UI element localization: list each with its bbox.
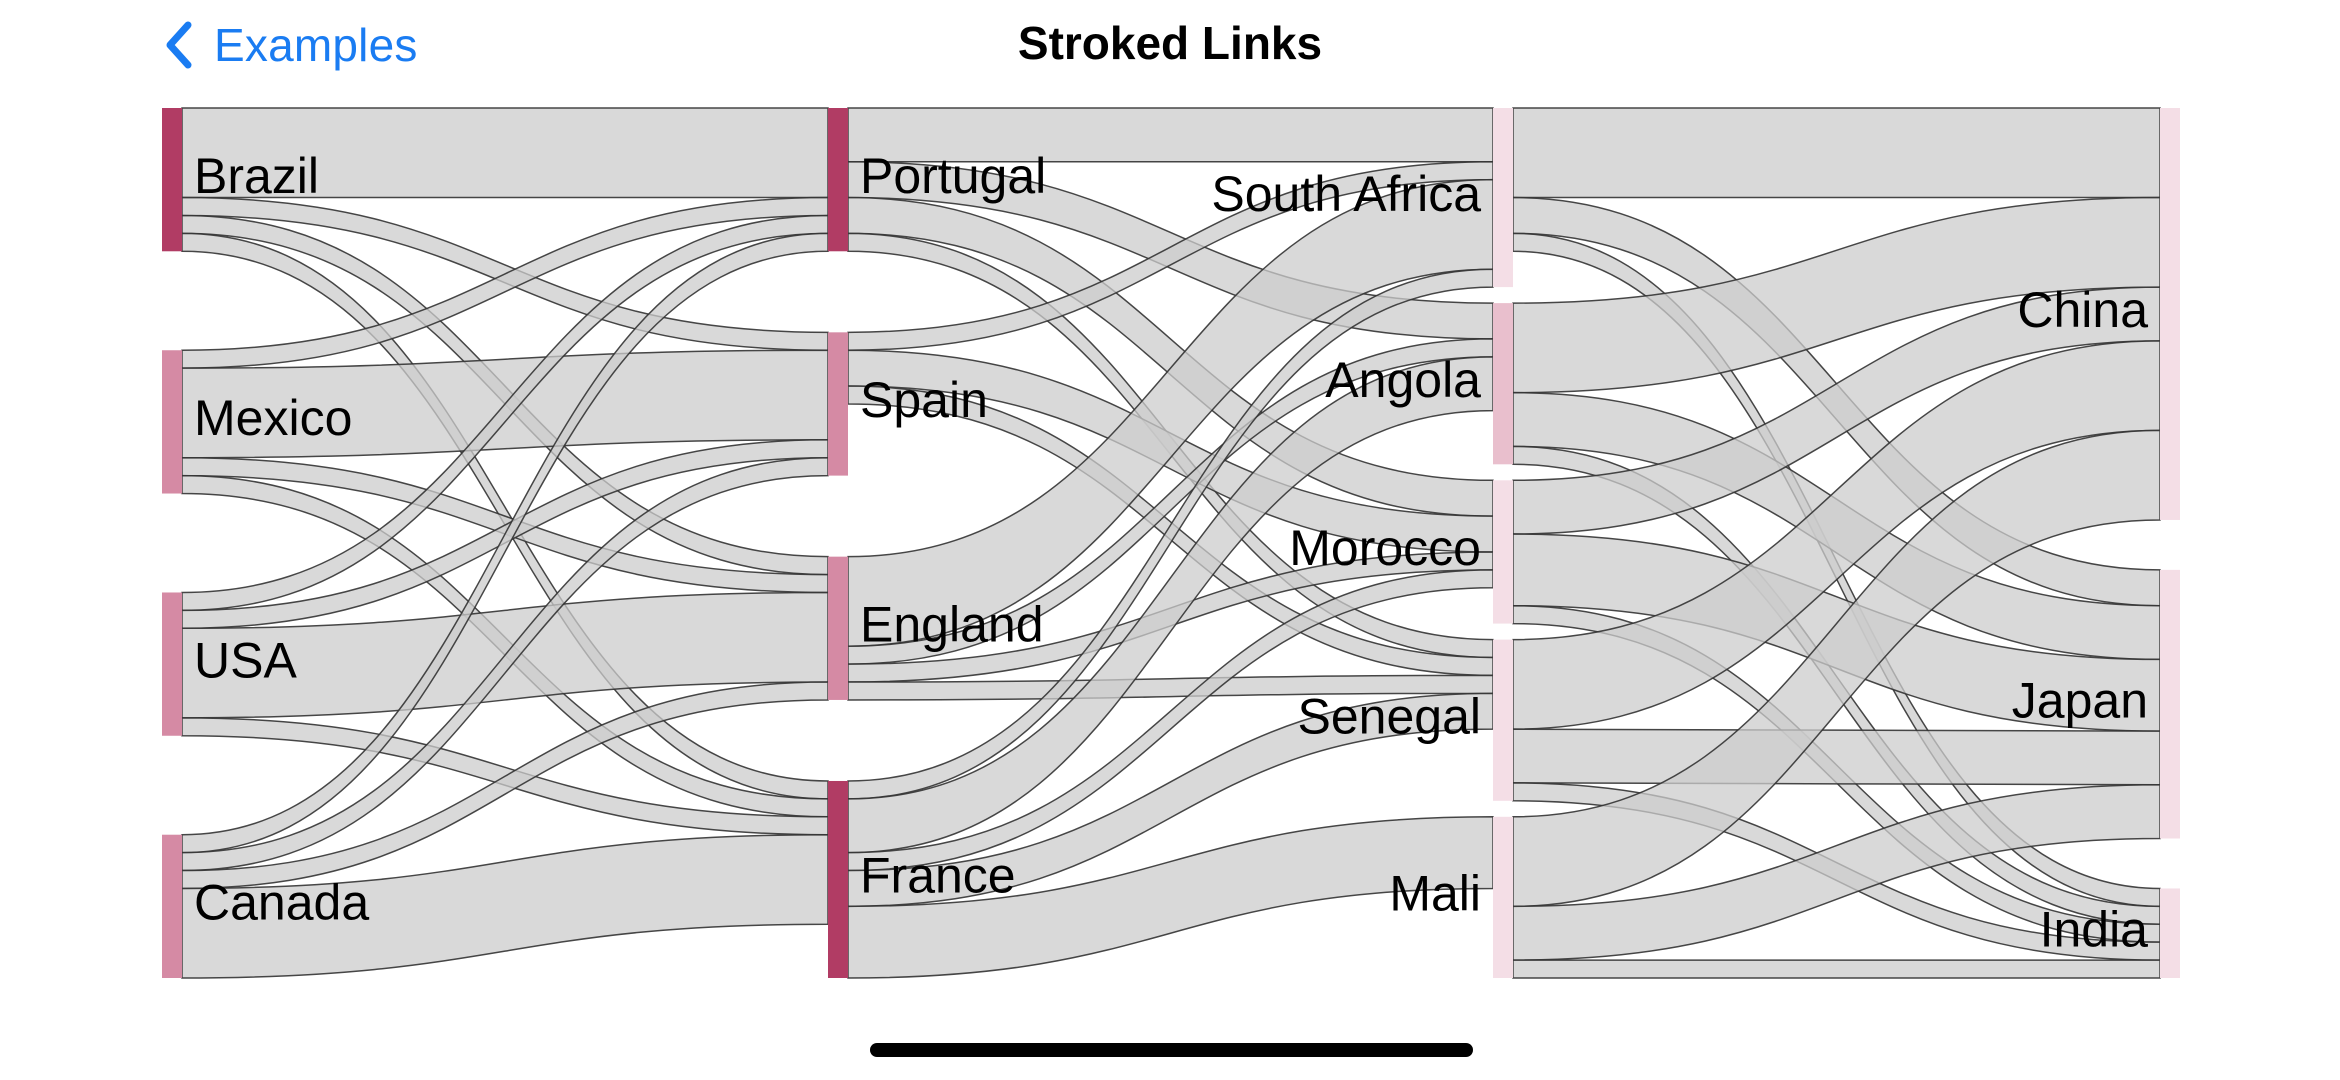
- sankey-link-mali-to-india: [1512, 959, 2161, 979]
- sankey-node-mexico: [162, 350, 182, 494]
- back-button-label: Examples: [214, 19, 418, 71]
- sankey-label-spain: Spain: [860, 372, 988, 428]
- sankey-label-brazil: Brazil: [194, 148, 319, 204]
- sankey-label-angola: Angola: [1325, 352, 1481, 408]
- sankey-node-china: [2160, 108, 2180, 520]
- sankey-node-south-africa: [1493, 108, 1513, 288]
- sankey-label-india: India: [2040, 901, 2149, 957]
- sankey-node-morocco: [1493, 480, 1513, 624]
- sankey-label-mexico: Mexico: [194, 390, 352, 446]
- sankey-link-senegal-to-japan: [1512, 728, 2161, 786]
- sankey-labels: Brazil Mexico USA Canada Portugal Spain Englan…: [194, 148, 2148, 958]
- sankey-label-china: China: [2017, 282, 2148, 338]
- sankey-node-spain: [828, 332, 848, 476]
- sankey-label-england: England: [860, 596, 1044, 652]
- sankey-node-india: [2160, 888, 2180, 978]
- sankey-label-canada: Canada: [194, 875, 369, 931]
- sankey-nodes: [162, 108, 2180, 978]
- sankey-node-france: [828, 780, 848, 978]
- sankey-node-portugal: [828, 108, 848, 252]
- home-indicator: [870, 1043, 1473, 1057]
- sankey-node-canada: [162, 834, 182, 978]
- sankey-link-canada-to-england: [181, 681, 829, 890]
- sankey-node-mali: [1493, 816, 1513, 978]
- sankey-links: [181, 107, 2161, 979]
- navigation-bar: Examples Stroked Links: [0, 0, 2340, 96]
- sankey-label-portugal: Portugal: [860, 148, 1046, 204]
- sankey-node-japan: [2160, 569, 2180, 839]
- sankey-link-south-africa-to-china: [1512, 107, 2161, 199]
- sankey-link-canada-to-spain: [181, 456, 829, 872]
- sankey-node-usa: [162, 592, 182, 736]
- sankey-node-angola: [1493, 303, 1513, 465]
- sankey-node-england: [828, 556, 848, 700]
- sankey-label-france: France: [860, 848, 1016, 904]
- sankey-label-south-africa: South Africa: [1211, 166, 1481, 222]
- sankey-node-brazil: [162, 108, 182, 252]
- back-button[interactable]: Examples: [162, 14, 418, 76]
- page-title: Stroked Links: [1017, 17, 1323, 69]
- sankey-link-mali-to-china: [1512, 429, 2161, 908]
- sankey-label-japan: Japan: [2012, 672, 2148, 728]
- sankey-link-canada-to-portugal: [181, 232, 829, 854]
- sankey-node-senegal: [1493, 639, 1513, 801]
- chevron-left-icon: [166, 21, 192, 69]
- sankey-label-morocco: Morocco: [1289, 520, 1481, 576]
- sankey-label-usa: USA: [194, 632, 297, 688]
- sankey-label-senegal: Senegal: [1298, 688, 1482, 744]
- sankey-label-mali: Mali: [1389, 866, 1481, 922]
